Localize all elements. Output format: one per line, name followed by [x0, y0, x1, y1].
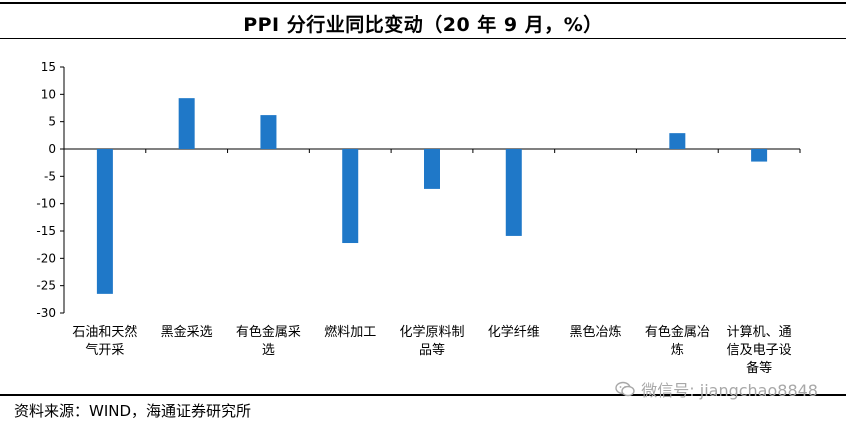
category-label: 燃料加工 — [324, 324, 376, 340]
bar — [505, 149, 522, 236]
category-label: 黑色冶炼 — [570, 324, 622, 340]
axis-layer: 15 10 5 0 -5 -10 -15 -20 -25 -30 — [36, 60, 801, 320]
category-label: 黑金采选 — [161, 324, 213, 340]
bar — [96, 149, 113, 294]
category-label: 信及电子设 — [727, 343, 792, 358]
category-label: 化学纤维 — [488, 324, 540, 340]
y-tick-label: 10 — [41, 87, 56, 101]
category-label: 有色金属采 — [236, 324, 301, 340]
watermark-text: 微信号: jiangchao8848 — [641, 381, 818, 400]
watermark: 微信号: jiangchao8848 — [615, 377, 818, 401]
category-label: 气开采 — [85, 342, 124, 358]
y-tick-label: -15 — [36, 224, 56, 238]
y-tick-label: -10 — [36, 197, 56, 211]
y-tick-label: -5 — [44, 169, 56, 183]
y-tick-label: 5 — [48, 115, 56, 129]
bar — [260, 115, 277, 149]
category-label: 化学原料制 — [399, 324, 464, 340]
y-tick-label: -20 — [36, 251, 56, 265]
category-label: 选 — [262, 343, 275, 358]
bar — [751, 149, 768, 162]
category-label: 计算机、通 — [727, 325, 792, 340]
top-rule — [0, 2, 846, 4]
bar — [424, 149, 440, 189]
bar — [669, 133, 686, 149]
y-tick-label: 0 — [48, 142, 56, 156]
bar — [178, 98, 195, 149]
category-label: 石油和天然 — [72, 324, 137, 340]
category-label: 炼 — [671, 343, 684, 358]
title-rule — [0, 38, 846, 39]
category-label: 有色金属冶 — [645, 324, 710, 340]
category-label: 备等 — [746, 360, 772, 376]
y-tick-label: -25 — [36, 279, 56, 293]
wechat-icon — [615, 381, 635, 397]
y-tick-label: 15 — [41, 60, 56, 74]
source-note: 资料来源：WIND，海通证券研究所 — [14, 402, 252, 420]
chart-title: PPI 分行业同比变动（20 年 9 月，%） — [243, 14, 603, 36]
y-tick-label: -30 — [36, 306, 56, 320]
category-label: 品等 — [419, 342, 445, 358]
bar — [342, 149, 359, 244]
bar-layer — [96, 98, 768, 294]
bottom-rule — [0, 394, 846, 396]
